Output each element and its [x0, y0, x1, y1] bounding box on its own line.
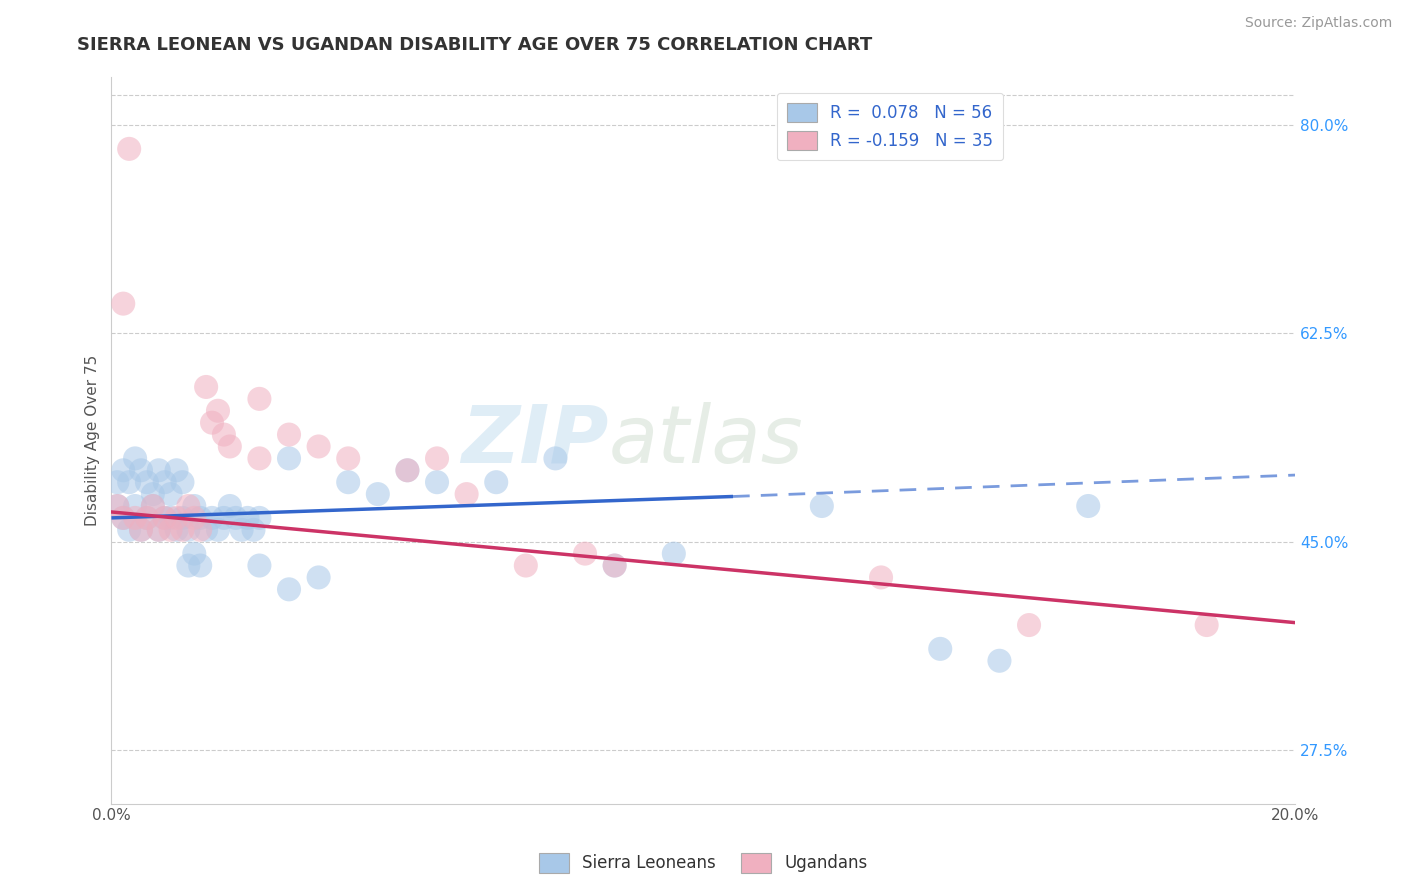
Point	[129, 523, 152, 537]
Point	[278, 451, 301, 466]
Point	[201, 511, 224, 525]
Point	[112, 511, 135, 525]
Point	[195, 380, 218, 394]
Point	[188, 558, 211, 573]
Point	[105, 499, 128, 513]
Point	[153, 511, 176, 525]
Point	[159, 511, 181, 525]
Point	[142, 499, 165, 513]
Point	[485, 475, 508, 490]
Point	[929, 641, 952, 656]
Point	[1195, 618, 1218, 632]
Point	[249, 558, 271, 573]
Point	[166, 463, 188, 477]
Point	[153, 475, 176, 490]
Point	[177, 499, 200, 513]
Point	[153, 511, 176, 525]
Point	[1077, 499, 1099, 513]
Point	[249, 511, 271, 525]
Point	[218, 499, 240, 513]
Point	[278, 582, 301, 597]
Point	[212, 511, 235, 525]
Point	[118, 523, 141, 537]
Point	[225, 511, 247, 525]
Point	[603, 558, 626, 573]
Point	[207, 404, 229, 418]
Point	[231, 523, 253, 537]
Point	[426, 451, 449, 466]
Point	[124, 451, 146, 466]
Point	[124, 499, 146, 513]
Point	[662, 547, 685, 561]
Point	[136, 511, 159, 525]
Point	[148, 523, 170, 537]
Point	[236, 511, 259, 525]
Point	[337, 475, 360, 490]
Point	[337, 451, 360, 466]
Point	[218, 440, 240, 454]
Point	[544, 451, 567, 466]
Point	[249, 451, 271, 466]
Point	[574, 547, 596, 561]
Text: Source: ZipAtlas.com: Source: ZipAtlas.com	[1244, 16, 1392, 29]
Point	[105, 475, 128, 490]
Point	[166, 511, 188, 525]
Point	[515, 558, 537, 573]
Text: ZIP: ZIP	[461, 401, 609, 480]
Point	[136, 475, 159, 490]
Point	[148, 463, 170, 477]
Point	[129, 523, 152, 537]
Point	[195, 523, 218, 537]
Point	[159, 523, 181, 537]
Point	[603, 558, 626, 573]
Point	[456, 487, 478, 501]
Point	[188, 523, 211, 537]
Point	[183, 547, 205, 561]
Point	[278, 427, 301, 442]
Point	[870, 570, 893, 584]
Point	[136, 511, 159, 525]
Text: atlas: atlas	[609, 401, 803, 480]
Point	[172, 523, 194, 537]
Legend: Sierra Leoneans, Ugandans: Sierra Leoneans, Ugandans	[531, 847, 875, 880]
Point	[183, 511, 205, 525]
Point	[129, 463, 152, 477]
Point	[112, 463, 135, 477]
Point	[172, 511, 194, 525]
Point	[142, 499, 165, 513]
Point	[177, 558, 200, 573]
Point	[142, 487, 165, 501]
Point	[105, 499, 128, 513]
Point	[124, 511, 146, 525]
Y-axis label: Disability Age Over 75: Disability Age Over 75	[86, 355, 100, 526]
Point	[811, 499, 834, 513]
Point	[396, 463, 419, 477]
Point	[118, 475, 141, 490]
Point	[177, 523, 200, 537]
Point	[118, 142, 141, 156]
Point	[367, 487, 389, 501]
Point	[172, 475, 194, 490]
Point	[988, 654, 1011, 668]
Legend: R =  0.078   N = 56, R = -0.159   N = 35: R = 0.078 N = 56, R = -0.159 N = 35	[776, 93, 1002, 160]
Point	[183, 499, 205, 513]
Point	[249, 392, 271, 406]
Point	[1018, 618, 1040, 632]
Point	[148, 523, 170, 537]
Point	[212, 427, 235, 442]
Point	[188, 511, 211, 525]
Text: SIERRA LEONEAN VS UGANDAN DISABILITY AGE OVER 75 CORRELATION CHART: SIERRA LEONEAN VS UGANDAN DISABILITY AGE…	[77, 36, 873, 54]
Point	[166, 523, 188, 537]
Point	[242, 523, 264, 537]
Point	[396, 463, 419, 477]
Point	[207, 523, 229, 537]
Point	[308, 570, 330, 584]
Point	[159, 487, 181, 501]
Point	[112, 511, 135, 525]
Point	[426, 475, 449, 490]
Point	[201, 416, 224, 430]
Point	[308, 440, 330, 454]
Point	[112, 296, 135, 310]
